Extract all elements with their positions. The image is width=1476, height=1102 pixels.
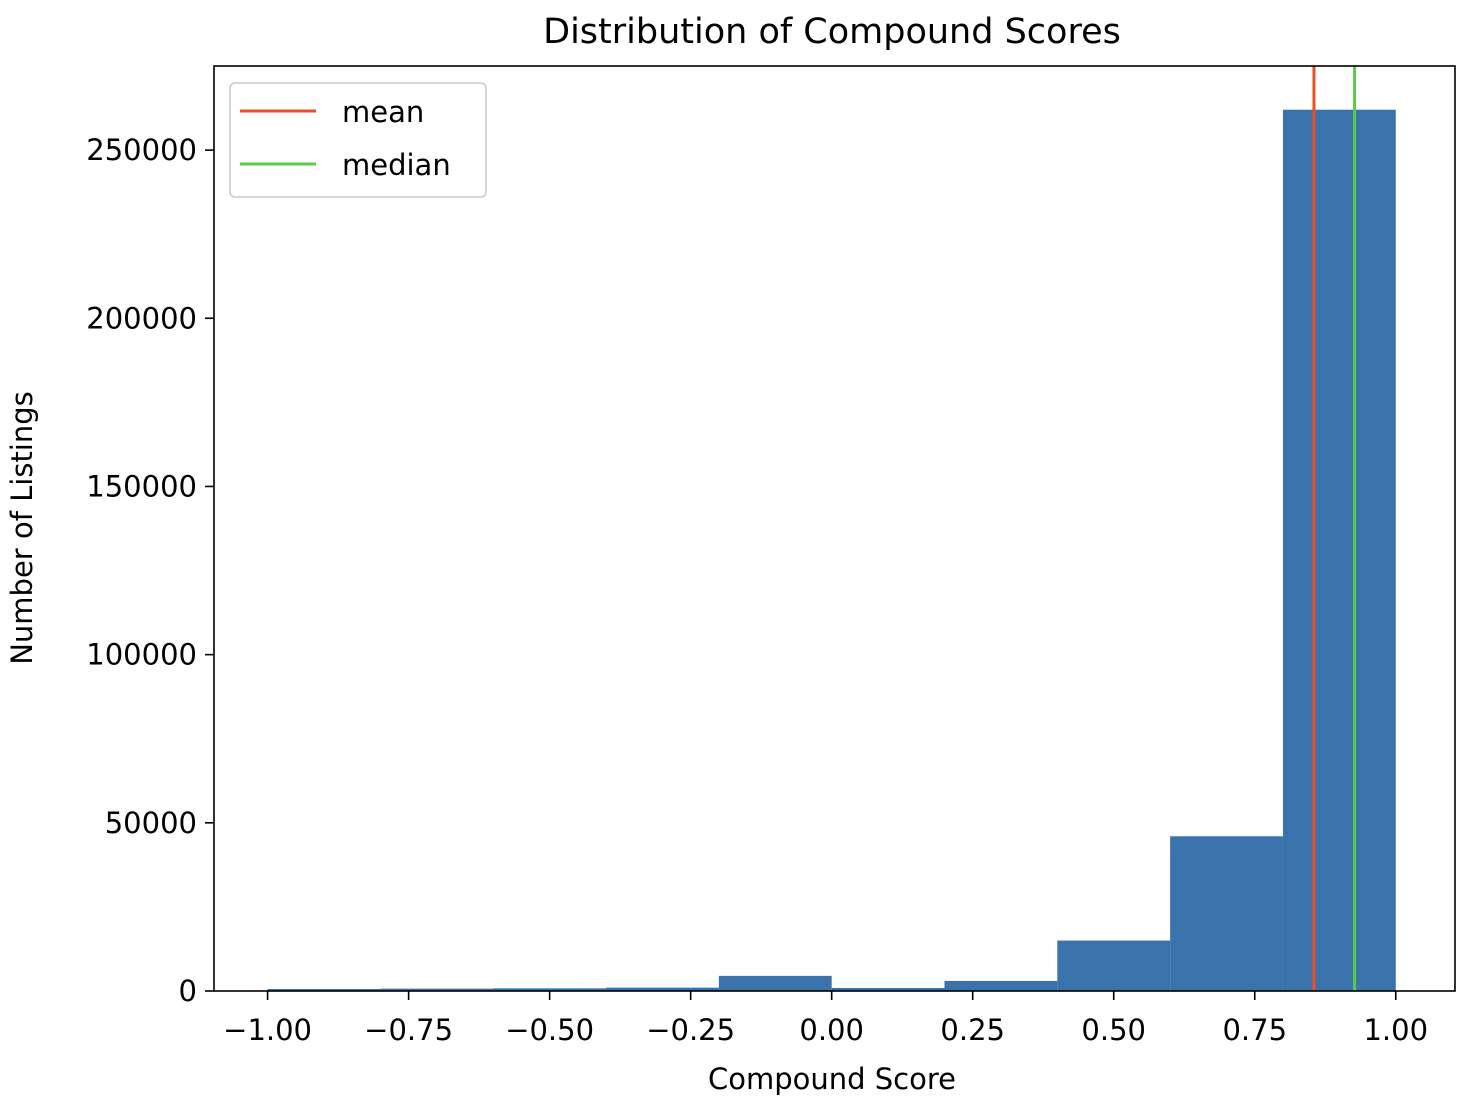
plot-area-frame [213, 65, 1456, 992]
reference-lines-group [1312, 66, 1357, 991]
x-tick-label: −0.75 [364, 1013, 453, 1047]
y-axis-ticks: 0 50000 100000 150000 200000 250000 [86, 133, 214, 1008]
histogram-bar [493, 988, 607, 991]
chart-title: Distribution of Compound Scores [543, 12, 1121, 52]
y-tick-label: 100000 [86, 638, 197, 672]
x-tick-label: −0.50 [505, 1013, 594, 1047]
y-axis-label: Number of Listings [5, 391, 39, 665]
y-tick-label: 50000 [105, 806, 197, 840]
histogram-bar [380, 988, 494, 991]
histogram-bar [1282, 109, 1396, 991]
legend: mean median [229, 82, 487, 198]
y-tick-label: 250000 [86, 133, 197, 167]
histogram-bar [944, 980, 1058, 991]
x-axis-label: Compound Score [708, 1062, 956, 1096]
x-tick-label: 0.00 [799, 1013, 864, 1047]
bars-group [267, 109, 1396, 991]
histogram-bar [718, 975, 832, 991]
histogram-bar [1170, 836, 1283, 991]
legend-mean-label: mean [342, 95, 424, 129]
x-tick-label: 0.50 [1081, 1013, 1146, 1047]
x-tick-label: 0.75 [1222, 1013, 1287, 1047]
y-tick-label: 200000 [86, 301, 197, 335]
x-tick-label: 1.00 [1363, 1013, 1428, 1047]
histogram-bar [606, 987, 719, 991]
histogram-bar [1057, 940, 1171, 991]
y-tick-label: 150000 [86, 469, 197, 503]
x-axis-ticks: −1.00 −0.75 −0.50 −0.25 0.00 0.25 0.50 0.75 1.00 [223, 991, 1428, 1047]
y-tick-label: 0 [179, 974, 197, 1008]
x-tick-label: −0.25 [646, 1013, 735, 1047]
x-tick-label: −1.00 [223, 1013, 312, 1047]
legend-median-label: median [342, 148, 451, 182]
x-tick-label: 0.25 [940, 1013, 1005, 1047]
histogram-bar [267, 988, 381, 991]
histogram-bar [831, 987, 945, 991]
